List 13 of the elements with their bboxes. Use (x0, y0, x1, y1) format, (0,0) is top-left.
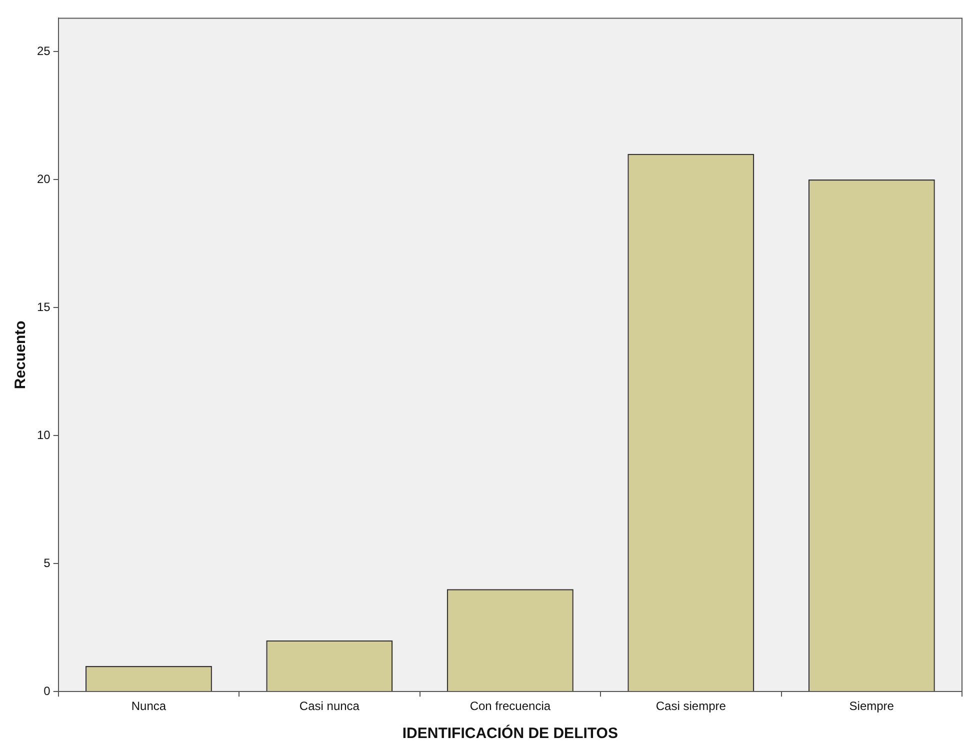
x-tick-label: Siempre (849, 699, 894, 714)
y-tick-label: 20 (36, 172, 51, 186)
x-tick-label: Casi siempre (656, 699, 726, 714)
y-axis-title: Recuento (12, 320, 30, 390)
y-tick-label: 10 (36, 428, 51, 442)
y-tick-label: 0 (44, 684, 51, 698)
x-axis-title: IDENTIFICACIÓN DE DELITOS (402, 724, 618, 742)
y-tick-label: 15 (36, 300, 51, 314)
y-tick-label: 5 (44, 556, 51, 570)
x-tick-label: Casi nunca (299, 699, 360, 714)
x-tick-label: Con frecuencia (470, 699, 551, 714)
y-tick-label: 25 (36, 44, 51, 58)
x-tick-label: Nunca (131, 699, 166, 714)
